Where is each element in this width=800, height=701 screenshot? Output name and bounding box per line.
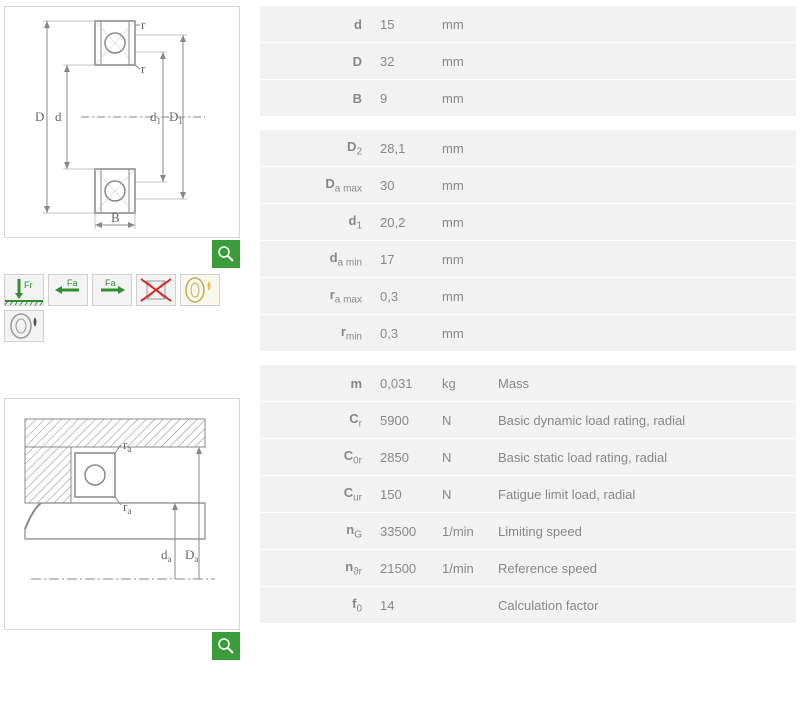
zoom-diagram-2-button[interactable] [212, 632, 240, 660]
spec-symbol: C0r [260, 448, 372, 467]
svg-text:d1: d1 [150, 109, 161, 126]
spec-unit: mm [442, 215, 498, 230]
spec-row: C0r2850NBasic static load rating, radial [260, 439, 796, 476]
spec-symbol: rmin [260, 324, 372, 343]
spec-unit: mm [442, 91, 498, 106]
spec-symbol: Cr [260, 411, 372, 430]
spec-unit: mm [442, 54, 498, 69]
spec-unit: N [442, 413, 498, 428]
spec-unit: 1/min [442, 561, 498, 576]
spec-value: 0,3 [372, 326, 442, 341]
spec-row: rmin0,3mm [260, 315, 796, 351]
spec-symbol: Da max [260, 176, 372, 195]
aux-dimensions-table: D228,1mmDa max30mmd120,2mmda min17mmra m… [260, 130, 796, 351]
spec-row: Cur150NFatigue limit load, radial [260, 476, 796, 513]
svg-text:Fa: Fa [67, 278, 78, 288]
spec-row: m0,031kgMass [260, 365, 796, 402]
spec-row: Da max30mm [260, 167, 796, 204]
spec-value: 14 [372, 598, 442, 613]
spec-row: f014 Calculation factor [260, 587, 796, 623]
spec-unit: mm [442, 326, 498, 341]
spec-symbol: f0 [260, 596, 372, 615]
spec-value: 0,3 [372, 289, 442, 304]
spec-description: Mass [498, 376, 796, 391]
svg-text:da: da [161, 547, 172, 564]
svg-text:B: B [111, 210, 120, 225]
spec-row: da min17mm [260, 241, 796, 278]
spec-description: Calculation factor [498, 598, 796, 613]
spec-description: Fatigue limit load, radial [498, 487, 796, 502]
spec-row: nϑr215001/minReference speed [260, 550, 796, 587]
spec-unit: mm [442, 178, 498, 193]
spec-unit: mm [442, 252, 498, 267]
main-dimensions-table: d15mmD32mmB9mm [260, 6, 796, 116]
not-sealed-icon [136, 274, 176, 306]
svg-text:Fr: Fr [24, 280, 33, 290]
spec-value: 21500 [372, 561, 442, 576]
grease-lubrication-icon [180, 274, 220, 306]
spec-unit: N [442, 450, 498, 465]
bearing-dimension-diagram: D d [4, 6, 240, 238]
spec-value: 30 [372, 178, 442, 193]
spec-unit: 1/min [442, 524, 498, 539]
spec-value: 33500 [372, 524, 442, 539]
svg-text:d: d [55, 109, 62, 124]
spec-description: Basic dynamic load rating, radial [498, 413, 796, 428]
magnifier-icon [217, 245, 235, 263]
performance-table: m0,031kgMassCr5900NBasic dynamic load ra… [260, 365, 796, 623]
oil-lubrication-icon [4, 310, 44, 342]
spec-value: 150 [372, 487, 442, 502]
spec-unit: mm [442, 289, 498, 304]
spec-unit: kg [442, 376, 498, 391]
spec-symbol: D [260, 54, 372, 69]
svg-text:Fa: Fa [105, 278, 116, 288]
svg-text:ra: ra [123, 499, 131, 516]
zoom-diagram-1-button[interactable] [212, 240, 240, 268]
radial-load-icon: Fr [4, 274, 44, 306]
spec-value: 9 [372, 91, 442, 106]
spec-symbol: d [260, 17, 372, 32]
spec-row: d120,2mm [260, 204, 796, 241]
spec-value: 32 [372, 54, 442, 69]
spec-description: Basic static load rating, radial [498, 450, 796, 465]
spec-symbol: da min [260, 250, 372, 269]
feature-icon-row: Fr Fa Fa [4, 274, 240, 342]
spec-symbol: ra max [260, 287, 372, 306]
spec-description: Limiting speed [498, 524, 796, 539]
spec-row: ra max0,3mm [260, 278, 796, 315]
spec-value: 20,2 [372, 215, 442, 230]
spec-row: nG335001/minLimiting speed [260, 513, 796, 550]
svg-text:Da: Da [185, 547, 198, 564]
spec-value: 5900 [372, 413, 442, 428]
spec-description: Reference speed [498, 561, 796, 576]
spec-row: d15mm [260, 6, 796, 43]
spec-symbol: nϑr [260, 559, 372, 578]
spec-row: Cr5900NBasic dynamic load rating, radial [260, 402, 796, 439]
axial-load-left-icon: Fa [48, 274, 88, 306]
spec-symbol: nG [260, 522, 372, 541]
spec-row: B9mm [260, 80, 796, 116]
spec-value: 15 [372, 17, 442, 32]
spec-symbol: B [260, 91, 372, 106]
spec-value: 2850 [372, 450, 442, 465]
svg-text:D: D [35, 109, 44, 124]
magnifier-icon [217, 637, 235, 655]
spec-row: D228,1mm [260, 130, 796, 167]
svg-text:r: r [141, 61, 146, 76]
spec-symbol: D2 [260, 139, 372, 158]
spec-row: D32mm [260, 43, 796, 80]
spec-value: 17 [372, 252, 442, 267]
spec-symbol: Cur [260, 485, 372, 504]
spec-unit: mm [442, 17, 498, 32]
axial-load-right-icon: Fa [92, 274, 132, 306]
spec-value: 0,031 [372, 376, 442, 391]
spec-symbol: d1 [260, 213, 372, 232]
spec-value: 28,1 [372, 141, 442, 156]
svg-text:D1: D1 [169, 109, 183, 126]
svg-text:r: r [141, 17, 146, 32]
spec-unit: mm [442, 141, 498, 156]
spec-symbol: m [260, 376, 372, 391]
abutment-dimension-diagram: ra ra da Da [4, 398, 240, 630]
spec-unit: N [442, 487, 498, 502]
